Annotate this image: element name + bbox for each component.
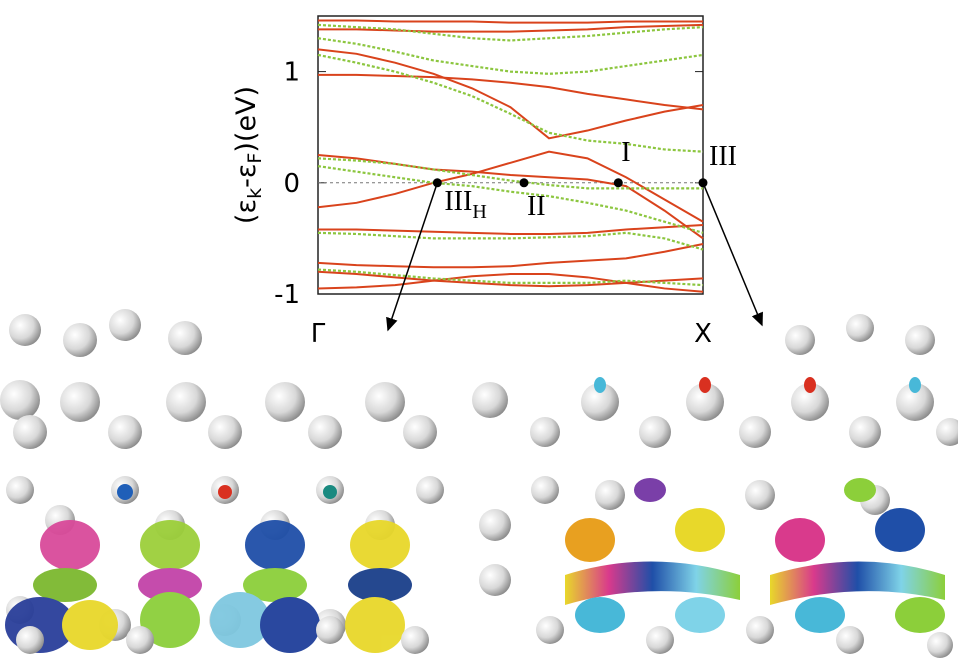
y-tick-label: 1 xyxy=(283,58,300,88)
y-label-part: -ε xyxy=(231,164,262,188)
point-label: III xyxy=(709,141,737,172)
point xyxy=(519,178,528,187)
point-label-text: II xyxy=(527,191,546,222)
point-label: II xyxy=(527,191,546,222)
point-label-text: I xyxy=(621,137,630,168)
y-label-sub: F xyxy=(244,153,266,164)
y-tick-label: -1 xyxy=(274,280,300,310)
point-label: I xyxy=(621,137,630,168)
figure: -101 (εk-εF)(eV) ΓXIIIHIIIIII xyxy=(0,0,958,660)
y-label-sub: k xyxy=(244,188,266,199)
y-tick-label: 0 xyxy=(283,169,300,199)
point-label-sub: H xyxy=(472,201,486,223)
y-label-part: (ε xyxy=(231,199,262,224)
y-label-part: )(eV) xyxy=(231,86,262,153)
arrow xyxy=(703,183,762,325)
point xyxy=(614,178,623,187)
point-label-text: III xyxy=(709,141,737,172)
structure-left xyxy=(0,309,444,654)
x-tick-label: Γ xyxy=(311,319,326,349)
y-axis-label: (εk-εF)(eV) xyxy=(231,86,266,224)
point-label-text: III xyxy=(444,186,472,217)
structure-right xyxy=(531,314,958,658)
x-tick-label: X xyxy=(694,319,712,349)
